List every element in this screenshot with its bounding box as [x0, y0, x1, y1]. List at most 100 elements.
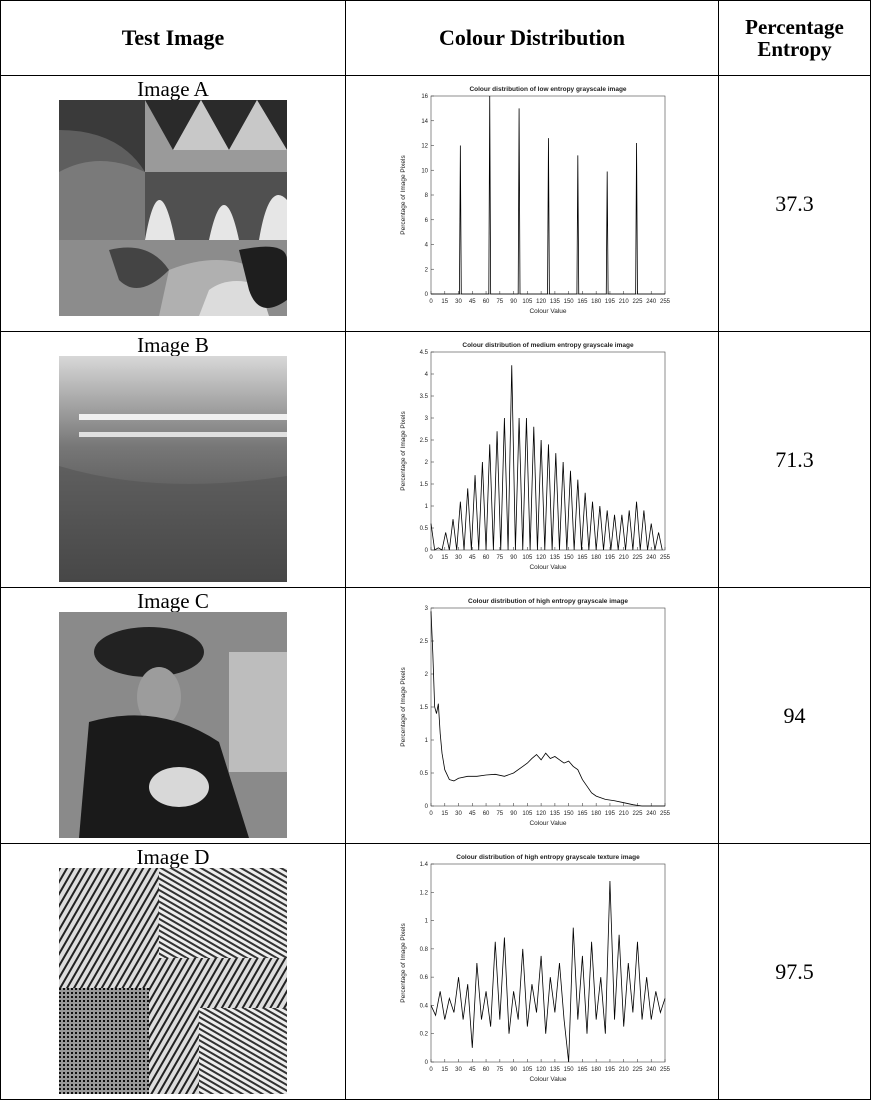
x-tick-label: 255	[660, 299, 671, 305]
data-line	[431, 365, 662, 550]
x-axis-label: Colour Value	[529, 820, 566, 827]
y-tick-label: 4	[425, 372, 429, 378]
y-tick-label: 0.8	[420, 947, 429, 953]
y-tick-label: 16	[421, 94, 428, 100]
y-tick-label: 6	[425, 218, 429, 224]
x-tick-label: 105	[522, 299, 533, 305]
x-tick-label: 255	[660, 811, 671, 817]
chart-cell: Colour distribution of low entropy grays…	[346, 76, 719, 332]
x-tick-label: 225	[632, 555, 643, 561]
x-tick-label: 90	[510, 811, 517, 817]
x-tick-label: 150	[564, 299, 575, 305]
x-tick-label: 60	[483, 1067, 490, 1073]
x-tick-label: 180	[591, 299, 602, 305]
y-tick-label: 2.5	[420, 438, 429, 444]
x-tick-label: 225	[632, 811, 643, 817]
x-axis-label: Colour Value	[529, 1076, 566, 1083]
x-tick-label: 45	[469, 1067, 476, 1073]
x-tick-label: 60	[483, 811, 490, 817]
x-tick-label: 45	[469, 555, 476, 561]
x-tick-label: 15	[441, 555, 448, 561]
x-tick-label: 165	[577, 1067, 588, 1073]
background-person	[229, 652, 287, 772]
y-tick-label: 3	[425, 606, 429, 612]
entropy-value: 97.5	[775, 959, 814, 984]
cloth	[149, 767, 209, 807]
bridge-rail	[79, 432, 287, 437]
x-tick-label: 30	[455, 811, 462, 817]
x-tick-label: 105	[522, 1067, 533, 1073]
x-tick-label: 135	[550, 555, 561, 561]
y-tick-label: 3	[425, 416, 429, 422]
image-cell: Image B	[1, 332, 346, 588]
page: Test Image Colour Distribution Percentag…	[0, 0, 877, 1104]
x-tick-label: 150	[564, 555, 575, 561]
y-tick-label: 4	[425, 243, 429, 249]
x-tick-label: 195	[605, 555, 616, 561]
y-tick-label: 2	[425, 672, 429, 678]
y-tick-label: 0	[425, 292, 429, 298]
results-table: Test Image Colour Distribution Percentag…	[0, 0, 871, 1100]
x-tick-label: 195	[605, 811, 616, 817]
x-tick-label: 105	[522, 555, 533, 561]
y-tick-label: 1.4	[420, 862, 429, 868]
x-tick-label: 240	[646, 555, 657, 561]
x-tick-label: 75	[496, 1067, 503, 1073]
x-tick-label: 75	[496, 299, 503, 305]
x-tick-label: 210	[619, 1067, 630, 1073]
y-tick-label: 2.5	[420, 639, 429, 645]
x-tick-label: 45	[469, 299, 476, 305]
x-tick-label: 180	[591, 555, 602, 561]
x-tick-label: 225	[632, 299, 643, 305]
x-tick-label: 30	[455, 555, 462, 561]
x-tick-label: 15	[441, 811, 448, 817]
y-tick-label: 1	[425, 738, 429, 744]
chart: Colour distribution of high entropy gray…	[387, 844, 677, 1084]
chart-cell: Colour distribution of high entropy gray…	[346, 844, 719, 1100]
chart-title: Colour distribution of high entropy gray…	[456, 854, 640, 861]
x-tick-label: 255	[660, 1067, 671, 1073]
entropy-cell: 71.3	[719, 332, 871, 588]
x-tick-label: 240	[646, 299, 657, 305]
image-cell: Image C	[1, 588, 346, 844]
x-tick-label: 120	[536, 299, 547, 305]
y-tick-label: 10	[421, 168, 428, 174]
data-line	[431, 611, 665, 806]
x-tick-label: 180	[591, 811, 602, 817]
x-tick-label: 30	[455, 299, 462, 305]
chart-title: Colour distribution of high entropy gray…	[468, 598, 628, 605]
entropy-value: 37.3	[775, 191, 814, 216]
x-tick-label: 150	[564, 1067, 575, 1073]
x-tick-label: 0	[429, 811, 433, 817]
y-tick-label: 1.5	[420, 482, 429, 488]
image-b	[59, 356, 287, 582]
chart-cell: Colour distribution of high entropy gray…	[346, 588, 719, 844]
y-tick-label: 1.2	[420, 890, 429, 896]
x-tick-label: 210	[619, 811, 630, 817]
entropy-cell: 97.5	[719, 844, 871, 1100]
x-tick-label: 0	[429, 555, 433, 561]
x-tick-label: 15	[441, 299, 448, 305]
y-tick-label: 0	[425, 1060, 429, 1066]
x-tick-label: 120	[536, 1067, 547, 1073]
bridge-rail	[79, 414, 287, 420]
y-axis-label: Percentage of Image Pixels	[400, 923, 407, 1003]
texture	[159, 868, 287, 958]
x-tick-label: 75	[496, 555, 503, 561]
texture	[199, 1008, 287, 1094]
y-tick-label: 1.5	[420, 705, 429, 711]
x-tick-label: 0	[429, 1067, 433, 1073]
texture	[59, 988, 149, 1094]
x-tick-label: 240	[646, 811, 657, 817]
chart: Colour distribution of medium entropy gr…	[387, 332, 677, 572]
y-axis-label: Percentage of Image Pixels	[400, 155, 407, 235]
y-tick-label: 0.2	[420, 1032, 429, 1038]
x-tick-label: 15	[441, 1067, 448, 1073]
x-tick-label: 60	[483, 555, 490, 561]
y-tick-label: 3.5	[420, 394, 429, 400]
x-tick-label: 120	[536, 811, 547, 817]
chart: Colour distribution of high entropy gray…	[387, 588, 677, 828]
x-tick-label: 60	[483, 299, 490, 305]
header-cell: Test Image	[1, 1, 346, 76]
entropy-value: 94	[784, 703, 806, 728]
